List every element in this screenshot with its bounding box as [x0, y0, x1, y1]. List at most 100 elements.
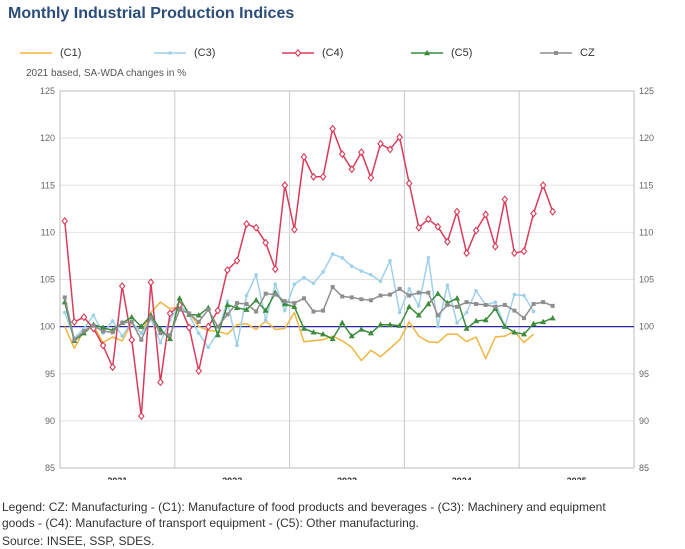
- x-tick-label: 2025: [567, 476, 587, 480]
- legend-item-c3: (C3): [154, 44, 215, 62]
- data-point-c4: [310, 172, 317, 181]
- series-line-c5: [64, 291, 553, 342]
- data-point-c4: [195, 366, 203, 375]
- series-line-c1: [64, 301, 534, 362]
- y-tick-label-right: 105: [639, 275, 654, 285]
- data-point-c4: [463, 249, 470, 258]
- legend-item-c1: (C1): [20, 44, 81, 62]
- data-point-c5: [348, 332, 355, 339]
- data-point-c4: [291, 225, 298, 234]
- data-point-c3: [158, 340, 163, 345]
- data-point-c5: [520, 330, 527, 337]
- series-line-c4: [64, 127, 554, 417]
- data-point-c5: [128, 314, 135, 320]
- y-tick-label-left: 95: [45, 369, 55, 379]
- data-point-c4: [99, 341, 107, 350]
- data-point-cz: [158, 331, 163, 336]
- data-point-cz: [502, 302, 507, 307]
- data-point-cz: [416, 290, 421, 295]
- data-point-c3: [426, 256, 431, 260]
- data-point-c4: [233, 256, 241, 265]
- data-point-c5: [243, 306, 250, 312]
- x-tick-label: 2021: [107, 476, 127, 480]
- data-point-c3: [493, 300, 498, 304]
- legend-item-c4: (C4): [282, 44, 343, 62]
- data-point-c3: [378, 279, 383, 284]
- line-chart: 85 85 90 90 95 95 100 100 105 105 110 110 115 115 120 1…: [40, 86, 654, 480]
- data-point-c3: [292, 282, 297, 287]
- data-point-c3: [283, 308, 287, 313]
- data-point-c5: [358, 326, 365, 332]
- data-point-c4: [147, 278, 155, 287]
- data-point-cz: [225, 312, 230, 317]
- data-point-c3: [512, 292, 517, 297]
- data-point-c3: [407, 287, 411, 291]
- y-tick-label-right: 110: [639, 227, 653, 237]
- data-point-c3: [340, 256, 345, 260]
- data-point-cz: [493, 304, 498, 309]
- x-tick-label: 2023: [337, 476, 357, 480]
- legend-swatch-cz: [540, 51, 572, 55]
- data-point-c4: [405, 179, 413, 188]
- legend-label-c3: (C3): [194, 47, 216, 59]
- data-point-cz: [273, 292, 278, 297]
- data-point-c4: [530, 209, 537, 218]
- data-point-c4: [138, 412, 145, 421]
- footer-source: Source: INSEE, SSP, SDES.: [2, 534, 155, 548]
- data-point-cz: [550, 303, 555, 308]
- y-tick-label-right: 115: [639, 180, 653, 190]
- data-point-c4: [157, 378, 164, 387]
- data-point-c5: [540, 318, 547, 325]
- series-line-cz: [64, 286, 553, 341]
- data-point-c3: [225, 299, 230, 303]
- data-point-cz: [445, 302, 450, 307]
- y-tick-label-left: 110: [41, 227, 55, 237]
- data-point-cz: [139, 337, 144, 342]
- legend-label-c1: (C1): [60, 47, 82, 59]
- data-point-cz: [455, 304, 460, 309]
- data-point-c3: [445, 283, 450, 287]
- legend-label-cz: CZ: [580, 47, 595, 59]
- data-point-c3: [196, 331, 201, 336]
- data-point-c5: [367, 330, 374, 336]
- legend-marker-c4: [294, 48, 302, 58]
- y-tick-label-right: 95: [639, 369, 649, 379]
- data-point-c4: [128, 335, 136, 344]
- data-point-c3: [464, 310, 469, 315]
- data-point-c4: [252, 223, 260, 232]
- data-point-c5: [310, 329, 317, 335]
- data-point-cz: [244, 302, 249, 307]
- data-point-cz: [426, 290, 431, 295]
- data-point-c4: [396, 133, 403, 142]
- data-point-c4: [491, 242, 499, 251]
- data-point-c5: [138, 323, 145, 329]
- data-point-c5: [482, 316, 489, 323]
- y-tick-label-left: 90: [45, 416, 55, 426]
- data-point-cz: [72, 337, 77, 342]
- data-point-c3: [62, 310, 67, 315]
- data-point-cz: [177, 307, 182, 312]
- chart-subtitle: 2021 based, SA-WDA changes in %: [26, 68, 187, 79]
- legend-label-c4: (C4): [322, 47, 344, 59]
- data-point-cz: [378, 293, 383, 298]
- legend-swatch-c5: [411, 49, 443, 56]
- legend-item-c5: (C5): [411, 44, 472, 62]
- y-tick-label-right: 90: [639, 416, 649, 426]
- data-point-cz: [512, 308, 517, 313]
- x-tick-label: 2024: [452, 476, 472, 480]
- data-point-cz: [541, 300, 546, 305]
- data-point-c5: [320, 330, 327, 337]
- series-c4: [61, 124, 556, 421]
- data-point-c5: [463, 325, 470, 331]
- data-point-cz: [110, 330, 115, 335]
- data-point-cz: [521, 316, 526, 321]
- y-tick-label-left: 100: [40, 322, 55, 332]
- y-tick-label-left: 125: [40, 86, 55, 96]
- data-point-cz: [359, 297, 364, 302]
- series-cz: [62, 285, 555, 342]
- data-point-c5: [425, 300, 432, 307]
- data-point-cz: [368, 298, 373, 303]
- data-point-c3: [235, 343, 239, 348]
- data-point-c3: [397, 310, 402, 315]
- data-point-cz: [168, 333, 173, 338]
